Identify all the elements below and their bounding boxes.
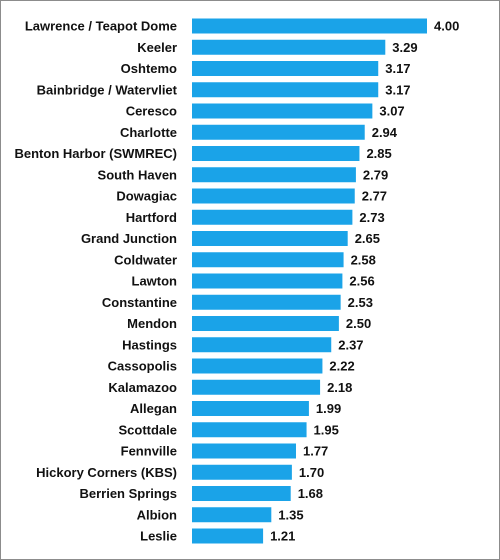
category-label: Kalamazoo xyxy=(108,380,177,395)
value-label: 2.65 xyxy=(355,231,380,246)
value-label: 1.35 xyxy=(278,507,303,522)
value-label: 4.00 xyxy=(434,19,459,34)
bar xyxy=(192,103,373,119)
bar xyxy=(192,146,360,161)
category-label: Scottdale xyxy=(118,422,177,437)
category-label: Oshtemo xyxy=(121,61,177,76)
category-label: Charlotte xyxy=(120,125,177,140)
bar xyxy=(192,422,307,438)
value-label: 2.58 xyxy=(351,252,376,267)
bar xyxy=(192,124,365,140)
category-label: Coldwater xyxy=(114,252,177,267)
bar xyxy=(192,464,292,480)
category-label: Hickory Corners (KBS) xyxy=(36,465,177,480)
bar xyxy=(192,273,343,289)
bar xyxy=(192,337,332,353)
category-label: Berrien Springs xyxy=(79,486,177,501)
value-label: 2.37 xyxy=(338,337,363,352)
category-label: Constantine xyxy=(102,295,177,310)
value-label: 1.77 xyxy=(303,444,328,459)
bar xyxy=(192,443,296,459)
bar xyxy=(192,82,379,98)
bar xyxy=(192,61,379,76)
value-label: 2.50 xyxy=(346,316,371,331)
value-label: 3.17 xyxy=(385,61,410,76)
bar xyxy=(192,486,291,501)
bar xyxy=(192,358,323,374)
bars-layer xyxy=(192,18,427,544)
category-label: Benton Harbor (SWMREC) xyxy=(15,146,178,161)
bar xyxy=(192,231,348,246)
value-label: 2.94 xyxy=(372,125,398,140)
bar xyxy=(192,294,341,310)
value-label: 3.29 xyxy=(392,40,417,55)
category-label: Bainbridge / Watervliet xyxy=(37,82,178,97)
value-label: 2.18 xyxy=(327,380,352,395)
category-label: Mendon xyxy=(127,316,177,331)
bar xyxy=(192,252,344,268)
category-label: Hartford xyxy=(126,210,177,225)
value-label: 2.73 xyxy=(359,210,384,225)
value-label: 2.79 xyxy=(363,167,388,182)
bar xyxy=(192,528,264,544)
bar xyxy=(192,379,321,395)
bar xyxy=(192,209,353,225)
value-label: 1.21 xyxy=(270,529,295,544)
bar xyxy=(192,507,272,523)
category-labels: Lawrence / Teapot Dome Keeler Oshtemo Bainb… xyxy=(15,19,178,544)
category-label: Hastings xyxy=(122,337,177,352)
value-label: 3.17 xyxy=(385,82,410,97)
value-label: 1.70 xyxy=(299,465,324,480)
value-label: 2.53 xyxy=(348,295,373,310)
category-label: Lawton xyxy=(132,274,178,289)
category-label: Fennville xyxy=(121,444,177,459)
bar xyxy=(192,188,355,204)
category-label: Dowagiac xyxy=(116,189,177,204)
value-label: 3.07 xyxy=(379,104,404,119)
bar xyxy=(192,401,309,416)
category-label: Albion xyxy=(137,507,177,522)
category-label: Grand Junction xyxy=(81,231,177,246)
category-label: Keeler xyxy=(137,40,177,55)
category-label: Lawrence / Teapot Dome xyxy=(25,19,177,34)
value-label: 1.68 xyxy=(298,486,323,501)
category-label: Leslie xyxy=(140,529,177,544)
category-label: South Haven xyxy=(98,167,178,182)
value-label: 1.99 xyxy=(316,401,341,416)
value-labels: 4.00 3.29 3.17 3.17 3.07 2.94 2.85 2.79 2.77 2.73… xyxy=(270,19,459,544)
value-label: 2.22 xyxy=(329,359,354,374)
value-label: 2.77 xyxy=(362,189,387,204)
value-label: 2.85 xyxy=(366,146,391,161)
bar xyxy=(192,39,386,55)
value-label: 2.56 xyxy=(349,274,374,289)
bar xyxy=(192,316,339,331)
category-label: Cassopolis xyxy=(108,359,177,374)
category-label: Ceresco xyxy=(126,104,177,119)
value-label: 1.95 xyxy=(314,422,339,437)
bar xyxy=(192,167,356,183)
category-label: Allegan xyxy=(130,401,177,416)
bar xyxy=(192,18,427,34)
